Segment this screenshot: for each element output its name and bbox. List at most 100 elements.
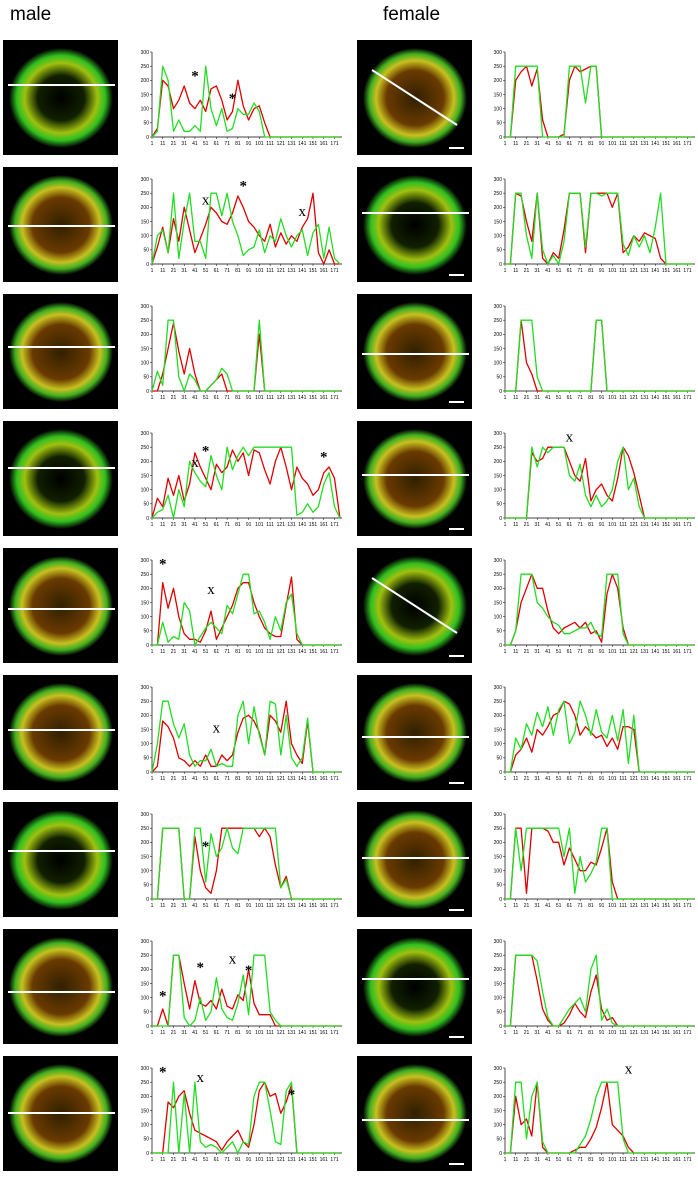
x-tick-label: 111 — [266, 649, 274, 655]
y-tick-label: 200 — [141, 78, 150, 84]
x-tick-label: 111 — [619, 522, 627, 528]
x-tick-label: 81 — [235, 649, 241, 655]
x-tick-label: 51 — [203, 903, 209, 909]
profile-trace — [152, 954, 340, 1027]
x-tick-label: 151 — [309, 268, 318, 274]
x-tick-label: 41 — [545, 649, 551, 655]
x-tick-label: 81 — [588, 522, 594, 528]
x-tick-label: 171 — [330, 649, 339, 655]
x-tick-label: 151 — [662, 1030, 671, 1036]
profile-trace — [152, 576, 340, 646]
y-tick-label: 200 — [494, 967, 503, 973]
x-tick-label: 51 — [556, 776, 562, 782]
annotation: x — [566, 430, 574, 446]
x-tick-label: 91 — [246, 522, 252, 528]
x-tick-label: 141 — [651, 649, 660, 655]
y-tick-label: 300 — [141, 558, 150, 564]
x-tick-label: 161 — [673, 395, 682, 401]
x-tick-label: 171 — [330, 903, 339, 909]
x-tick-label: 111 — [619, 1157, 627, 1163]
x-tick-label: 71 — [577, 522, 583, 528]
x-tick-label: 101 — [255, 1030, 264, 1036]
y-tick-label: 100 — [141, 741, 150, 747]
x-tick-label: 101 — [608, 649, 617, 655]
x-tick-label: 121 — [630, 395, 639, 401]
x-tick-label: 61 — [214, 268, 220, 274]
x-tick-label: 121 — [277, 1157, 286, 1163]
x-tick-label: 61 — [214, 903, 220, 909]
profile-trace — [151, 319, 340, 392]
y-tick-label: 300 — [141, 177, 150, 183]
x-tick-label: 161 — [320, 395, 329, 401]
y-tick-label: 200 — [494, 459, 503, 465]
x-tick-label: 31 — [181, 1157, 187, 1163]
y-tick-label: 300 — [141, 939, 150, 945]
x-tick-label: 21 — [171, 522, 177, 528]
x-tick-label: 161 — [673, 776, 682, 782]
x-tick-label: 171 — [683, 1157, 692, 1163]
x-tick-label: 91 — [599, 268, 605, 274]
y-tick-label: 0 — [499, 643, 502, 649]
y-tick-label: 250 — [494, 445, 503, 451]
x-tick-label: 131 — [287, 776, 296, 782]
y-tick-label: 0 — [146, 1024, 149, 1030]
profile-trace — [152, 827, 340, 900]
cell — [9, 48, 113, 148]
x-tick-label: 91 — [599, 903, 605, 909]
cell — [363, 1064, 467, 1164]
x-tick-label: 21 — [524, 522, 530, 528]
x-tick-label: 161 — [320, 649, 329, 655]
y-tick-label: 150 — [494, 346, 503, 352]
x-tick-label: 171 — [683, 649, 692, 655]
x-tick-label: 171 — [330, 395, 339, 401]
x-tick-label: 11 — [160, 268, 165, 274]
y-tick-label: 250 — [141, 318, 150, 324]
x-tick-label: 61 — [567, 776, 573, 782]
x-tick-label: 121 — [630, 903, 639, 909]
x-tick-label: 81 — [588, 1030, 594, 1036]
x-tick-label: 1 — [504, 903, 507, 909]
profile-trace — [505, 700, 693, 773]
y-tick-label: 150 — [141, 346, 150, 352]
y-tick-label: 250 — [494, 572, 503, 578]
y-tick-label: 150 — [494, 219, 503, 225]
x-tick-label: 41 — [545, 903, 551, 909]
annotation: * — [288, 1087, 296, 1103]
x-tick-label: 81 — [235, 395, 241, 401]
x-tick-label: 81 — [235, 903, 241, 909]
x-tick-label: 121 — [277, 522, 286, 528]
x-tick-label: 81 — [235, 1157, 241, 1163]
y-tick-label: 100 — [494, 614, 503, 620]
x-tick-label: 101 — [255, 395, 264, 401]
profile-trace — [505, 573, 693, 646]
x-tick-label: 71 — [577, 141, 583, 147]
x-tick-label: 41 — [545, 268, 551, 274]
y-tick-label: 50 — [496, 1137, 502, 1143]
profile-trace — [151, 700, 340, 773]
x-tick-label: 91 — [599, 395, 605, 401]
x-tick-label: 171 — [683, 268, 692, 274]
x-tick-label: 21 — [524, 649, 530, 655]
x-tick-label: 141 — [298, 522, 307, 528]
y-tick-label: 200 — [141, 459, 150, 465]
y-tick-label: 0 — [499, 135, 502, 141]
x-tick-label: 91 — [599, 141, 605, 147]
x-tick-label: 101 — [608, 141, 617, 147]
x-tick-label: 81 — [235, 1030, 241, 1036]
x-tick-label: 41 — [192, 141, 198, 147]
x-tick-label: 131 — [287, 1157, 296, 1163]
x-tick-label: 171 — [330, 1157, 339, 1163]
y-tick-label: 50 — [143, 756, 149, 762]
profile-trace — [505, 827, 693, 900]
x-tick-label: 161 — [320, 268, 329, 274]
y-tick-label: 250 — [141, 572, 150, 578]
x-tick-label: 1 — [504, 1030, 507, 1036]
x-tick-label: 131 — [640, 903, 649, 909]
x-tick-label: 31 — [534, 903, 540, 909]
x-tick-label: 41 — [192, 1157, 198, 1163]
x-tick-label: 61 — [567, 268, 573, 274]
x-tick-label: 51 — [556, 268, 562, 274]
x-tick-label: 71 — [577, 776, 583, 782]
annotation: * — [202, 839, 210, 855]
x-tick-label: 71 — [577, 268, 583, 274]
